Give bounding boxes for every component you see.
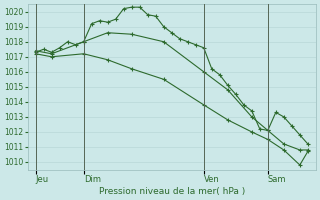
X-axis label: Pression niveau de la mer( hPa ): Pression niveau de la mer( hPa ) bbox=[99, 187, 245, 196]
